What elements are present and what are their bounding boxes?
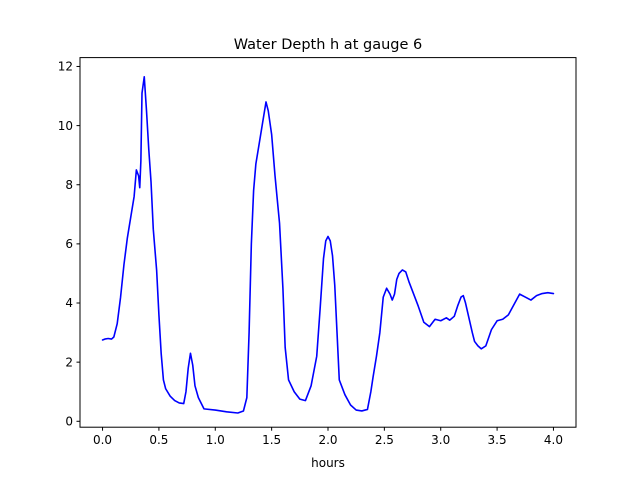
- y-axis: 0 2 4 6 8 10 12: [58, 60, 80, 428]
- x-tick-label: 1.5: [262, 433, 281, 447]
- x-tick-label: 2.5: [375, 433, 394, 447]
- y-tick-label: 4: [65, 296, 73, 310]
- y-tick-label: 0: [65, 414, 73, 428]
- x-tick-label: 3.5: [488, 433, 507, 447]
- series-layer: [101, 76, 555, 414]
- chart-title: Water Depth h at gauge 6: [234, 37, 422, 53]
- y-tick-label: 2: [65, 355, 73, 369]
- series-line-0: [101, 76, 555, 414]
- y-tick-label: 12: [58, 60, 73, 74]
- x-axis: 0.0 0.5 1.0 1.5 2.0 2.5 3.0 3.5 4.0: [93, 427, 563, 447]
- x-tick-label: 3.0: [431, 433, 450, 447]
- y-tick-label: 10: [58, 119, 73, 133]
- x-tick-label: 1.0: [206, 433, 225, 447]
- y-tick-label: 6: [65, 237, 73, 251]
- x-tick-label: 0.5: [149, 433, 168, 447]
- x-axis-title: hours: [311, 456, 345, 470]
- x-tick-label: 2.0: [318, 433, 337, 447]
- x-tick-label: 0.0: [93, 433, 112, 447]
- x-tick-label: 4.0: [544, 433, 563, 447]
- y-tick-label: 8: [65, 178, 73, 192]
